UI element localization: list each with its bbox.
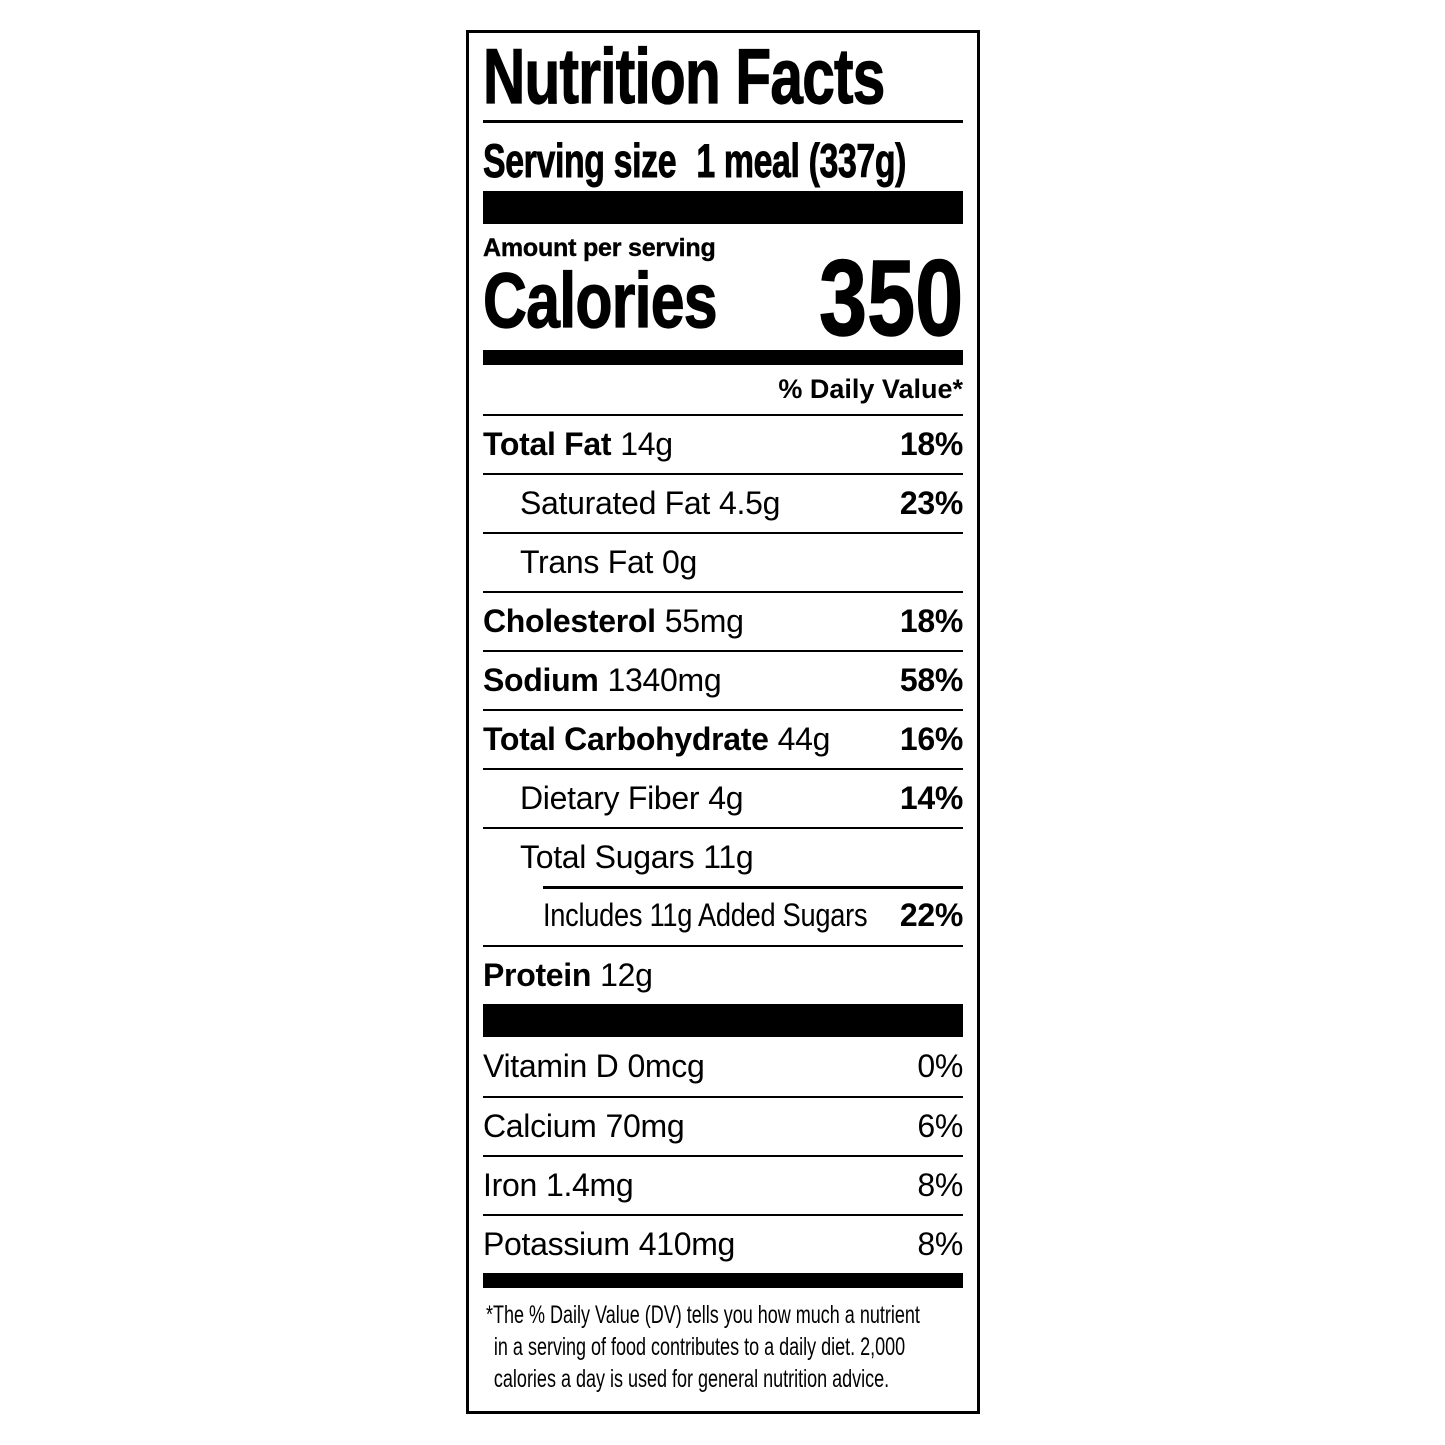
nutrient-name: Sodium (483, 662, 599, 699)
nutrient-name-amount: Sodium 1340mg (483, 662, 722, 699)
nutrient-amount: 4g (708, 780, 744, 817)
nutrient-row-cholesterol: Cholesterol 55mg 18% (483, 591, 963, 650)
thick-separator-bar (483, 190, 963, 224)
nutrient-name-amount: Dietary Fiber 4g (520, 780, 744, 817)
nutrient-amount: 0g (662, 544, 698, 581)
nutrient-row-total-sugars: Total Sugars 11g (483, 827, 963, 886)
title-rule (483, 119, 963, 123)
nutrient-name-amount: Calcium 70mg (483, 1108, 685, 1145)
nutrient-name: Cholesterol (483, 603, 656, 640)
footnote-line: in a serving of food contributes to a da… (493, 1333, 906, 1362)
micro-row-iron: Iron 1.4mg 8% (483, 1155, 963, 1214)
nutrient-amount: 12g (600, 957, 653, 994)
nutrient-name: Calcium (483, 1108, 597, 1145)
nutrient-amount: 11g (703, 839, 754, 876)
nutrient-row-saturated-fat: Saturated Fat 4.5g 23% (483, 473, 963, 532)
nutrient-name-amount: Potassium 410mg (483, 1226, 735, 1263)
nutrient-name: Dietary Fiber (520, 780, 700, 817)
calories-label: Calories (483, 255, 719, 344)
nutrient-amount: 44g (777, 721, 831, 758)
nutrient-dv: 16% (899, 721, 963, 758)
serving-size-value: 1 meal (337g) (696, 133, 907, 187)
medium-separator-bar (483, 350, 963, 366)
nutrient-dv: 58% (899, 662, 963, 699)
label-title: Nutrition Facts (483, 32, 886, 120)
footnote: *The % Daily Value (DV) tells you how mu… (483, 1299, 963, 1395)
nutrient-name: Total Sugars (520, 839, 695, 876)
nutrient-dv: 23% (899, 485, 963, 522)
calories-value: 350 (818, 237, 963, 359)
nutrient-row-trans-fat: Trans Fat 0g (483, 532, 963, 591)
serving-size-label: Serving size (483, 133, 677, 187)
nutrient-name-amount: Includes 11g Added Sugars (543, 897, 888, 934)
micro-row-vitamin-d: Vitamin D 0mcg 0% (483, 1037, 963, 1096)
nutrient-dv: 18% (899, 426, 963, 463)
nutrient-row-total-carbohydrate: Total Carbohydrate 44g 16% (483, 709, 963, 768)
nutrient-amount: 1340mg (607, 662, 722, 699)
medium-separator-bar (483, 1273, 963, 1289)
nutrient-name: Potassium (483, 1226, 630, 1263)
nutrient-name-amount: Trans Fat 0g (520, 544, 697, 581)
daily-value-header: % Daily Value* (778, 374, 963, 405)
nutrient-name: Trans Fat (520, 544, 654, 581)
nutrient-dv: 18% (899, 603, 963, 640)
nutrient-name-amount: Vitamin D 0mcg (483, 1048, 705, 1085)
nutrient-amount: 1.4mg (545, 1167, 634, 1204)
micro-row-calcium: Calcium 70mg 6% (483, 1096, 963, 1155)
nutrient-name-amount: Total Sugars 11g (520, 839, 754, 876)
nutrient-amount: 0mcg (627, 1048, 705, 1085)
nutrient-name-amount: Total Carbohydrate 44g (483, 721, 830, 758)
micro-row-potassium: Potassium 410mg 8% (483, 1214, 963, 1273)
nutrient-amount: 70mg (605, 1108, 685, 1145)
nutrient-row-sodium: Sodium 1340mg 58% (483, 650, 963, 709)
nutrient-name-amount: Total Fat 14g (483, 426, 673, 463)
footnote-line: calories a day is used for general nutri… (493, 1365, 890, 1394)
nutrient-row-protein: Protein 12g (483, 945, 963, 1004)
nutrient-name-amount: Saturated Fat 4.5g (520, 485, 780, 522)
nutrient-name-amount: Cholesterol 55mg (483, 603, 744, 640)
nutrient-dv: 0% (917, 1048, 963, 1085)
nutrient-dv: 6% (917, 1108, 963, 1145)
nutrient-row-total-fat: Total Fat 14g 18% (483, 414, 963, 473)
nutrient-amount: 55mg (664, 603, 744, 640)
nutrient-row-added-sugars: Includes 11g Added Sugars 22% (483, 886, 963, 945)
nutrient-amount: 4.5g (719, 485, 781, 522)
nutrient-name: Total Fat (483, 426, 612, 463)
nutrient-amount: 410mg (638, 1226, 736, 1263)
nutrition-facts-label: Nutrition Facts Serving size 1 meal (337… (466, 30, 980, 1414)
nutrient-name: Total Carbohydrate (483, 721, 769, 758)
nutrient-name: Protein (483, 957, 592, 994)
nutrient-row-dietary-fiber: Dietary Fiber 4g 14% (483, 768, 963, 827)
nutrient-amount: 14g (620, 426, 673, 463)
nutrient-name: Iron (483, 1167, 537, 1204)
nutrient-name-amount: Protein 12g (483, 957, 653, 994)
nutrient-name: Saturated Fat (520, 485, 710, 522)
calories-block: Amount per serving Calories 350 (483, 233, 964, 359)
nutrient-name: Includes 11g Added Sugars (543, 897, 868, 934)
nutrient-name-amount: Iron 1.4mg (483, 1167, 634, 1204)
nutrient-dv: 8% (917, 1226, 963, 1263)
nutrient-dv: 14% (899, 780, 963, 817)
amount-per-serving-label: Amount per serving (483, 233, 716, 262)
serving-size-row: Serving size 1 meal (337g) (483, 133, 963, 187)
thick-separator-bar (483, 1004, 963, 1038)
nutrient-dv: 22% (899, 897, 963, 934)
nutrient-dv: 8% (917, 1167, 963, 1204)
nutrient-name: Vitamin D (483, 1048, 619, 1085)
footnote-line: *The % Daily Value (DV) tells you how mu… (486, 1301, 920, 1330)
